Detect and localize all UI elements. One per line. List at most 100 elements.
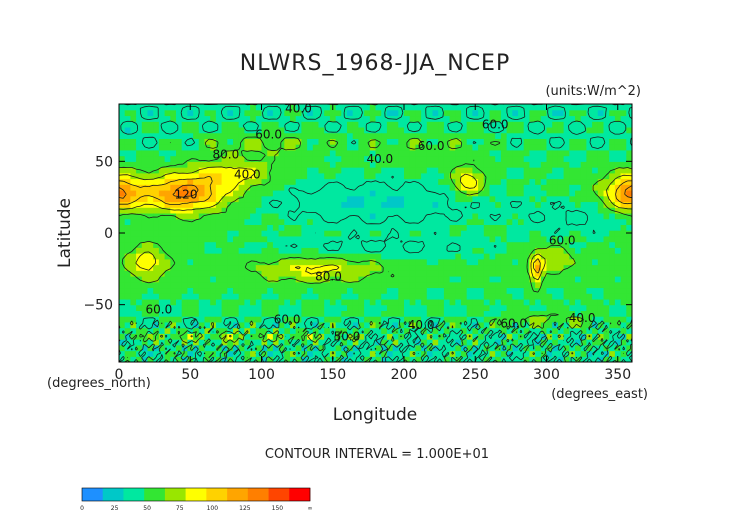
heatmap-cell — [438, 132, 445, 139]
heatmap-cell — [563, 287, 570, 294]
heatmap-cell — [335, 155, 342, 162]
heatmap-cell — [284, 264, 291, 271]
heatmap-cell — [426, 276, 434, 283]
heatmap-cell — [267, 109, 274, 117]
heatmap-cell — [324, 201, 331, 208]
heatmap-cell — [586, 310, 593, 317]
heatmap-cell — [386, 132, 394, 139]
heatmap-cell — [398, 258, 405, 266]
heatmap-cell — [147, 344, 154, 352]
heatmap-cell — [512, 293, 519, 300]
heatmap-cell — [597, 104, 605, 111]
heatmap-cell — [295, 126, 302, 134]
heatmap-cell — [540, 253, 548, 260]
heatmap-cell — [124, 350, 131, 357]
heatmap-cell — [404, 253, 411, 260]
heatmap-cell — [535, 350, 542, 357]
heatmap-cell — [193, 109, 200, 117]
heatmap-cell — [124, 144, 131, 151]
heatmap-cell — [614, 270, 622, 277]
heatmap-cell — [478, 104, 485, 111]
heatmap-cell — [506, 138, 513, 145]
heatmap-cell — [500, 270, 508, 277]
heatmap-cell — [506, 109, 513, 117]
heatmap-cell — [193, 138, 200, 145]
heatmap-cell — [421, 224, 428, 231]
heatmap-cell — [244, 144, 251, 151]
heatmap-cell — [398, 104, 405, 111]
heatmap-cell — [523, 350, 530, 357]
heatmap-cell — [295, 132, 302, 139]
heatmap-cell — [409, 132, 416, 139]
contour-label: 80.0 — [213, 148, 240, 162]
heatmap-cell — [518, 144, 525, 151]
heatmap-cell — [272, 126, 280, 134]
heatmap-cell — [369, 172, 377, 180]
colorbar-swatch — [227, 488, 249, 501]
heatmap-cell — [552, 178, 559, 185]
heatmap-cell — [312, 298, 320, 306]
heatmap-cell — [278, 161, 285, 168]
heatmap-cell — [523, 327, 530, 334]
heatmap-cell — [141, 287, 149, 294]
heatmap-cell — [478, 333, 485, 340]
heatmap-cell — [518, 224, 525, 231]
heatmap-cell — [392, 190, 399, 197]
heatmap-cell — [278, 178, 285, 185]
heatmap-cell — [130, 287, 137, 294]
heatmap-cell — [466, 144, 473, 151]
heatmap-cell — [181, 212, 188, 220]
heatmap-cell — [261, 344, 268, 352]
heatmap-cell — [170, 287, 177, 294]
heatmap-cell — [375, 356, 382, 362]
heatmap-cell — [290, 178, 297, 185]
heatmap-cell — [255, 339, 263, 346]
heatmap-cell — [147, 287, 154, 294]
heatmap-cell — [141, 344, 149, 352]
heatmap-cell — [158, 207, 166, 214]
heatmap-cell — [575, 344, 582, 352]
heatmap-cell — [404, 161, 411, 168]
heatmap-cell — [238, 167, 245, 174]
heatmap-cell — [215, 121, 223, 128]
heatmap-cell — [290, 218, 297, 225]
heatmap-cell — [529, 109, 536, 117]
heatmap-cell — [324, 230, 331, 237]
heatmap-cell — [158, 167, 166, 174]
heatmap-cell — [244, 132, 251, 139]
heatmap-cell — [575, 190, 582, 197]
heatmap-cell — [535, 212, 542, 220]
heatmap-cell — [369, 149, 377, 157]
heatmap-cell — [512, 230, 519, 237]
heatmap-cell — [495, 253, 502, 260]
heatmap-cell — [489, 115, 496, 122]
heatmap-cell — [124, 138, 131, 145]
heatmap-cell — [250, 235, 257, 243]
heatmap-cell — [295, 281, 302, 289]
heatmap-cell — [557, 212, 565, 220]
heatmap-cell — [592, 344, 599, 352]
heatmap-cell — [358, 298, 365, 306]
heatmap-cell — [438, 212, 445, 220]
heatmap-cell — [597, 310, 605, 317]
heatmap-cell — [535, 327, 542, 334]
heatmap-cell — [210, 161, 217, 168]
heatmap-cell — [153, 304, 160, 311]
heatmap-cell — [432, 207, 439, 214]
heatmap-cell — [449, 126, 456, 134]
heatmap-cell — [421, 293, 428, 300]
heatmap-cell — [261, 190, 268, 197]
heatmap-cell — [238, 121, 245, 128]
heatmap-cell — [147, 172, 154, 180]
heatmap-cell — [255, 144, 263, 151]
heatmap-cell — [341, 333, 348, 340]
heatmap-cell — [421, 190, 428, 197]
heatmap-cell — [529, 270, 536, 277]
heatmap-cell — [250, 258, 257, 266]
heatmap-cell — [358, 304, 365, 311]
heatmap-cell — [415, 344, 422, 352]
heatmap-cell — [466, 298, 473, 306]
heatmap-cell — [210, 155, 217, 162]
heatmap-cell — [398, 184, 405, 191]
heatmap-cell — [130, 149, 137, 157]
